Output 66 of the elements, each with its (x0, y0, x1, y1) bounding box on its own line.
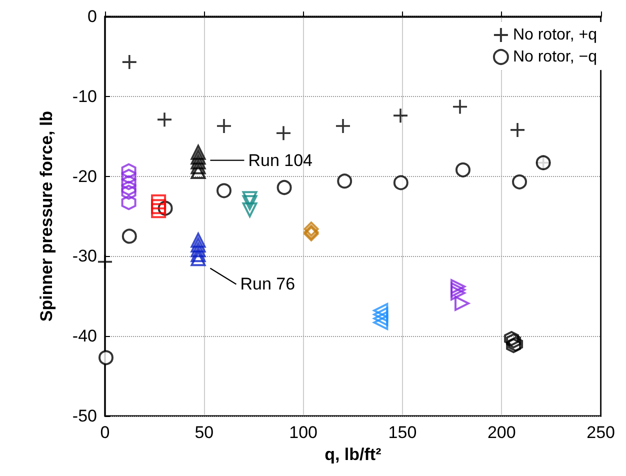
point (242, 191, 258, 206)
point (450, 282, 466, 298)
y-tick-label: -50 (72, 406, 97, 426)
point (98, 350, 114, 366)
x-tick-label: 250 (586, 423, 616, 442)
point (190, 144, 206, 160)
point (151, 199, 166, 214)
y-axis-title: Spinner pressure force, lb (37, 110, 56, 322)
point (121, 163, 136, 178)
point (454, 296, 470, 311)
annotation: Run 104 (248, 150, 312, 170)
point (190, 251, 206, 266)
point (190, 242, 206, 258)
x-tick-label: 200 (487, 423, 516, 442)
point (121, 180, 136, 196)
point (393, 175, 408, 190)
legend-label: No rotor, −q (512, 48, 597, 66)
point (373, 315, 388, 330)
point (190, 232, 206, 248)
point (450, 285, 466, 300)
point (97, 254, 113, 270)
point (121, 54, 138, 70)
point (190, 247, 206, 262)
point (392, 108, 408, 124)
y-tick-label: -40 (72, 326, 97, 346)
x-tick-label: 100 (289, 423, 318, 442)
point (190, 164, 206, 180)
point (276, 125, 292, 142)
point (190, 238, 206, 253)
point (121, 184, 136, 200)
point (304, 222, 319, 237)
point (335, 118, 351, 134)
y-tick-label: -30 (72, 246, 97, 266)
annotation: Run 76 (240, 274, 296, 294)
point (190, 154, 206, 170)
x-tick-label: 0 (100, 423, 110, 442)
y-tick-label: 0 (88, 7, 97, 26)
point (121, 175, 136, 190)
point (242, 202, 258, 218)
point (510, 122, 526, 138)
point (373, 307, 388, 322)
point (455, 162, 470, 178)
point (450, 279, 466, 294)
point (190, 150, 206, 165)
point (452, 98, 468, 115)
x-tick-label: 50 (194, 423, 214, 442)
point (216, 118, 232, 134)
point (151, 194, 166, 210)
point (122, 228, 137, 244)
point (190, 159, 206, 174)
point (216, 183, 232, 198)
point (276, 180, 292, 195)
y-tick-label: -10 (72, 86, 97, 106)
point (156, 112, 172, 128)
point (151, 203, 166, 218)
x-axis-title: q, lb/ft² (324, 445, 382, 464)
legend-label: No rotor, +q (512, 26, 597, 44)
x-tick-label: 150 (388, 423, 417, 442)
point (373, 303, 388, 318)
point (512, 174, 528, 190)
point (242, 195, 258, 210)
point (337, 174, 352, 189)
point (121, 168, 136, 184)
point (121, 195, 136, 210)
y-tick-label: -20 (72, 166, 97, 186)
point (373, 311, 388, 326)
